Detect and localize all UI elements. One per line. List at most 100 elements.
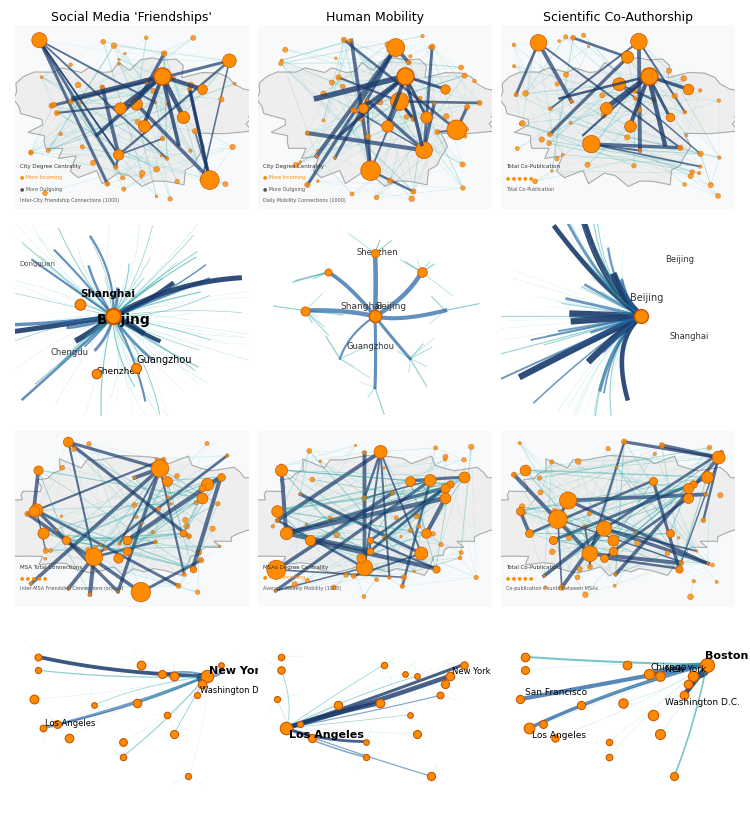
Point: [331, 528, 343, 542]
Point: [618, 435, 630, 449]
Point: [678, 72, 690, 85]
Point: [39, 552, 51, 565]
Point: [688, 574, 700, 588]
Text: Washington D.C.: Washington D.C.: [200, 686, 269, 695]
Point: [682, 82, 694, 95]
Point: [546, 165, 558, 178]
Point: [46, 100, 58, 113]
Text: ● More Incoming: ● More Incoming: [262, 175, 305, 180]
Point: [219, 56, 231, 69]
Point: [122, 534, 134, 547]
Point: [32, 650, 44, 663]
Point: [608, 544, 619, 557]
Point: [647, 708, 659, 721]
Polygon shape: [256, 58, 516, 186]
Point: [88, 699, 101, 712]
Text: ● More Outgoing: ● More Outgoing: [262, 187, 305, 192]
Point: [712, 94, 724, 107]
Point: [116, 751, 128, 764]
Point: [609, 579, 621, 593]
Point: [295, 156, 307, 169]
Point: [130, 98, 142, 111]
Point: [403, 56, 415, 69]
Point: [161, 474, 173, 487]
Point: [369, 246, 381, 259]
Text: City Degree Centrality: City Degree Centrality: [20, 165, 81, 170]
Text: Total Co-Publication: Total Co-Publication: [506, 187, 554, 192]
Point: [647, 474, 659, 487]
Point: [378, 658, 390, 671]
Point: [55, 128, 67, 141]
Point: [76, 140, 88, 153]
Point: [195, 554, 207, 567]
Point: [302, 179, 313, 192]
Point: [32, 663, 44, 677]
Point: [96, 81, 108, 94]
Point: [440, 82, 452, 95]
Point: [178, 568, 190, 581]
Point: [62, 582, 74, 595]
Point: [45, 544, 57, 557]
Point: [209, 177, 220, 190]
Point: [424, 474, 436, 487]
Point: [211, 497, 223, 510]
Point: [382, 38, 394, 51]
Point: [598, 109, 610, 122]
Point: [430, 441, 442, 454]
Point: [416, 265, 428, 278]
Point: [581, 158, 593, 171]
Point: [271, 693, 283, 706]
Point: [676, 556, 688, 569]
Point: [608, 534, 619, 547]
Point: [147, 526, 159, 539]
Point: [554, 35, 566, 48]
Point: [151, 190, 163, 203]
Point: [549, 731, 561, 744]
Point: [628, 160, 640, 173]
Point: [61, 534, 73, 547]
Point: [508, 468, 520, 481]
Point: [56, 461, 68, 474]
Point: [457, 158, 469, 171]
Point: [298, 304, 310, 317]
Point: [177, 110, 189, 123]
Point: [610, 568, 622, 581]
Point: [87, 156, 99, 170]
Point: [98, 35, 109, 49]
Point: [574, 699, 586, 712]
Point: [149, 96, 161, 109]
Point: [140, 31, 152, 44]
Text: Shenzhen: Shenzhen: [97, 367, 142, 376]
Point: [635, 309, 647, 323]
Point: [643, 667, 655, 681]
Point: [324, 512, 336, 525]
Point: [25, 146, 37, 160]
Point: [394, 95, 406, 108]
Point: [196, 677, 208, 690]
Text: Inter-City Friendship Connections (1000): Inter-City Friendship Connections (1000): [20, 198, 118, 202]
Point: [156, 667, 168, 681]
Point: [112, 148, 125, 161]
Point: [583, 40, 595, 53]
Point: [662, 546, 674, 560]
Point: [435, 538, 447, 551]
Point: [458, 453, 470, 467]
Point: [585, 137, 597, 151]
Title: Scientific Co-Authorship: Scientific Co-Authorship: [543, 11, 693, 24]
Point: [130, 98, 142, 111]
Point: [649, 447, 661, 460]
Point: [578, 29, 590, 42]
Point: [694, 147, 706, 160]
Point: [163, 491, 175, 504]
Point: [460, 123, 472, 136]
Point: [72, 78, 84, 91]
Point: [679, 178, 691, 191]
Point: [25, 145, 37, 158]
Point: [543, 137, 555, 150]
Point: [328, 581, 340, 594]
Point: [535, 486, 547, 499]
Point: [532, 36, 544, 49]
Point: [518, 663, 530, 677]
Point: [693, 166, 705, 179]
Point: [193, 546, 205, 559]
